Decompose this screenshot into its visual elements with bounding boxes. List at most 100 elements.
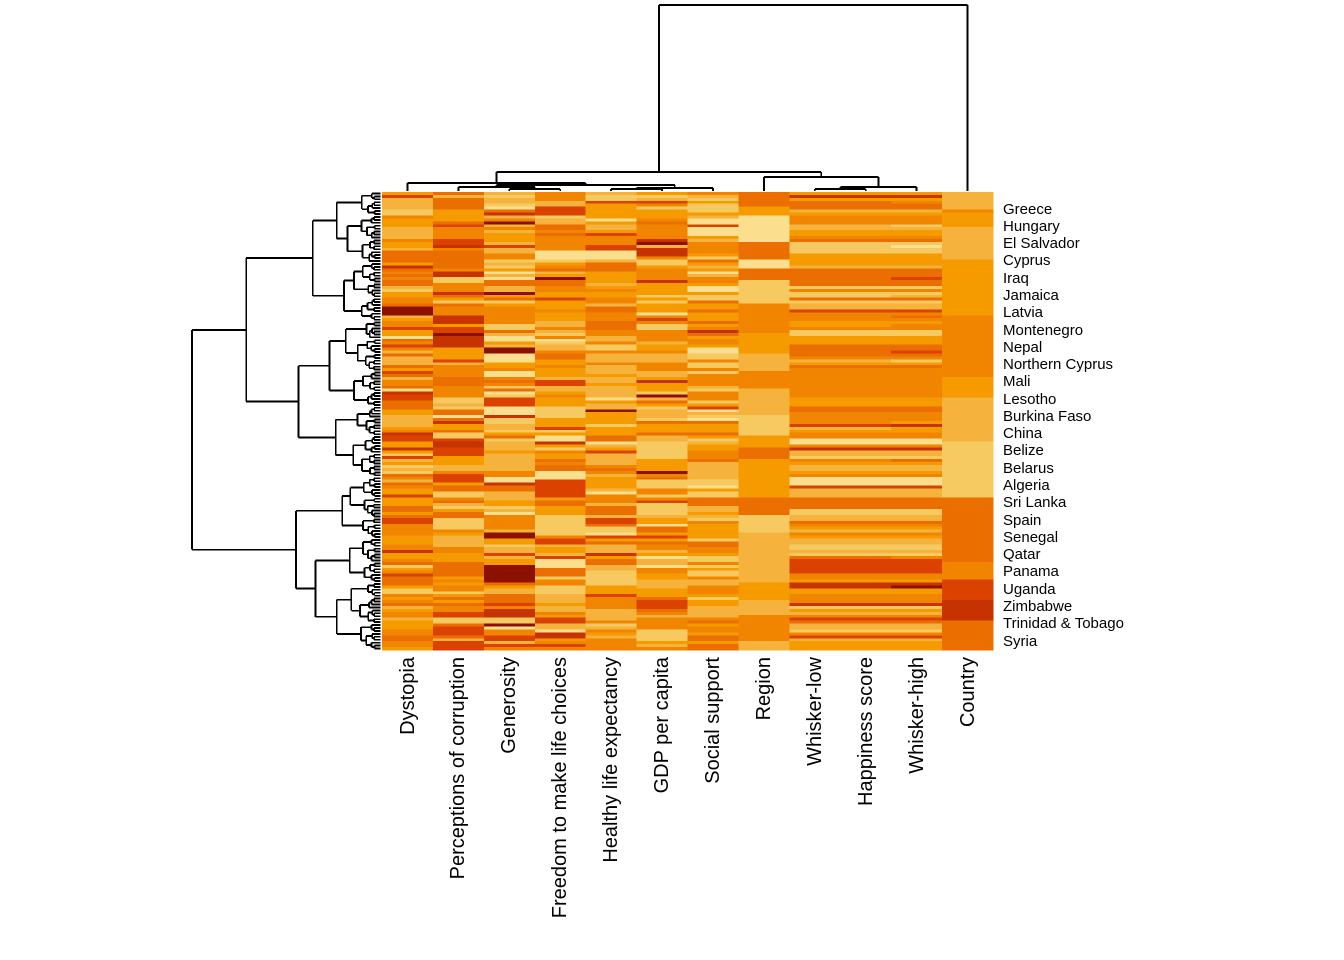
heatmap-cell	[534, 227, 587, 231]
heatmap-cell	[738, 344, 790, 349]
heatmap-cell	[687, 297, 739, 302]
heatmap-cell	[891, 400, 943, 404]
heatmap-cell	[382, 623, 434, 628]
heatmap-cell	[840, 497, 892, 501]
heatmap-cell	[585, 285, 638, 290]
heatmap-cell	[687, 556, 739, 560]
heatmap-cell	[483, 438, 536, 443]
heatmap-cell	[738, 470, 790, 475]
heatmap-cell	[840, 641, 892, 645]
heatmap-cell	[534, 265, 587, 269]
heatmap-cell	[382, 268, 434, 272]
heatmap-cell	[687, 218, 739, 222]
heatmap-cell	[891, 338, 943, 343]
heatmap-cell	[738, 268, 790, 272]
heatmap-cell	[432, 564, 485, 569]
heatmap-cell	[687, 453, 739, 457]
heatmap-cell	[840, 467, 892, 472]
heatmap-cell	[789, 491, 841, 495]
heatmap-cell	[891, 197, 943, 202]
heatmap-cell	[432, 297, 485, 302]
heatmap-cell	[687, 306, 739, 310]
heatmap-cell	[382, 212, 434, 216]
heatmap-cell	[942, 550, 994, 554]
column-label: GDP per capita	[651, 657, 673, 794]
heatmap-cell	[483, 244, 536, 249]
heatmap-cell	[687, 209, 739, 214]
heatmap-cell	[738, 253, 790, 258]
heatmap-cell	[687, 347, 739, 352]
heatmap-cell	[738, 280, 790, 284]
heatmap-cell	[840, 597, 892, 601]
heatmap-cell	[382, 629, 434, 633]
heatmap-cell	[636, 274, 688, 278]
heatmap-cell	[840, 244, 892, 249]
heatmap-cell	[432, 303, 485, 307]
heatmap-cell	[432, 227, 485, 231]
column-label: Country	[956, 657, 979, 728]
heatmap-cell	[534, 376, 587, 381]
heatmap-cell	[891, 479, 943, 484]
heatmap-cell	[534, 447, 587, 451]
heatmap-cell	[534, 500, 587, 504]
heatmap-cell	[636, 321, 688, 325]
heatmap-cell	[483, 388, 536, 393]
heatmap-cell	[942, 274, 994, 278]
heatmap-cell	[585, 341, 638, 346]
heatmap-cell	[789, 194, 841, 199]
heatmap-cell	[432, 535, 485, 539]
heatmap-cell	[738, 447, 790, 451]
column-label: Healthy life expectancy	[600, 657, 623, 863]
heatmap-cell	[382, 509, 434, 513]
heatmap-cell	[738, 620, 790, 625]
heatmap-cell	[585, 600, 638, 604]
heatmap-cell	[636, 312, 688, 316]
heatmap-cell	[585, 488, 638, 492]
heatmap-cell	[432, 605, 485, 610]
heatmap-cell	[942, 638, 994, 642]
heatmap-cell	[636, 253, 688, 258]
heatmap-cell	[534, 212, 587, 216]
heatmap-cell	[738, 376, 790, 381]
heatmap-cell	[789, 629, 841, 633]
heatmap-cell	[382, 473, 434, 478]
heatmap-cell	[840, 588, 892, 592]
heatmap-cell	[840, 368, 892, 372]
heatmap-cell	[738, 256, 790, 261]
heatmap-cell	[789, 558, 841, 563]
heatmap-cell	[687, 397, 739, 401]
heatmap-cell	[891, 421, 943, 425]
heatmap-cell	[636, 579, 688, 583]
heatmap-cell	[840, 385, 892, 390]
heatmap-cell	[738, 421, 790, 425]
heatmap-cell	[585, 192, 638, 196]
heatmap-cell	[483, 324, 536, 328]
heatmap-cell	[636, 236, 688, 240]
heatmap-cell	[534, 277, 587, 281]
heatmap-cell	[432, 435, 485, 440]
heatmap-cell	[483, 368, 536, 372]
heatmap-cell	[891, 629, 943, 633]
heatmap-cell	[534, 585, 587, 589]
heatmap-cell	[534, 206, 587, 211]
heatmap-cell	[432, 556, 485, 560]
heatmap-cell	[687, 564, 739, 569]
heatmap-cell	[687, 415, 739, 419]
heatmap-cell	[534, 391, 587, 396]
heatmap-cell	[942, 388, 994, 393]
heatmap-cell	[942, 614, 994, 619]
heatmap-cell	[483, 588, 536, 592]
heatmap-cell	[942, 620, 994, 625]
heatmap-cell	[534, 312, 587, 316]
heatmap-cell	[738, 224, 790, 228]
heatmap-cell	[942, 594, 994, 598]
heatmap-cell	[942, 444, 994, 448]
heatmap-cell	[840, 635, 892, 639]
heatmap-cell	[585, 617, 638, 622]
heatmap-cell	[687, 280, 739, 284]
heatmap-cell	[534, 450, 587, 454]
heatmap-cell	[942, 462, 994, 466]
heatmap-cell	[585, 608, 638, 613]
heatmap-cell	[687, 244, 739, 249]
heatmap-cell	[483, 376, 536, 381]
